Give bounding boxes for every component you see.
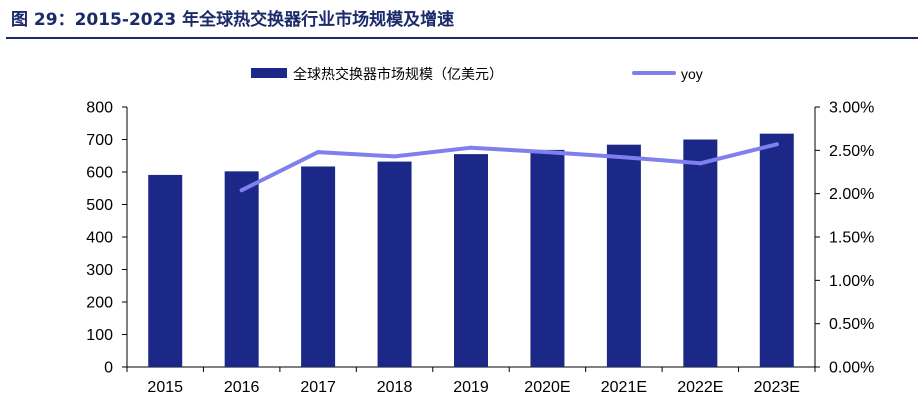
yoy-point-2017 (316, 150, 321, 155)
yoy-series-line (239, 142, 779, 193)
right-axis-tick-label: 0.00% (829, 360, 874, 377)
right-axis-tick-label: 1.50% (829, 230, 874, 247)
legend: 全球热交换器市场规模（亿美元） yoy (251, 66, 703, 82)
x-axis-tick-label: 2020E (524, 379, 570, 396)
left-axis-tick-label: 600 (86, 165, 113, 182)
bar-2015 (148, 174, 183, 367)
x-axis-tick-label: 2019 (453, 379, 489, 396)
bars (148, 133, 794, 367)
right-axis-tick-label: 2.00% (829, 186, 874, 203)
bar-2017 (301, 166, 336, 367)
yoy-point-2020E (545, 150, 550, 155)
left-axis-tick-label: 700 (86, 132, 113, 149)
yoy-point-2022E (698, 161, 703, 166)
yoy-point-2016 (239, 188, 244, 193)
bar-2019 (454, 154, 488, 367)
yoy-point-2019 (469, 145, 473, 150)
left-axis-tick-label: 500 (86, 197, 113, 214)
yoy-point-2021E (621, 155, 626, 160)
x-axis-tick-label: 2022E (677, 379, 723, 396)
title-rule (6, 37, 918, 39)
bar-2016 (224, 171, 259, 367)
bar-2021E (606, 144, 641, 367)
left-axis-tick-label: 100 (86, 327, 113, 344)
x-axis-tick-label: 2016 (224, 379, 260, 396)
right-axis-tick-label: 3.00% (829, 100, 874, 117)
bar-2022E (683, 139, 718, 367)
yoy-point-2023E (774, 142, 779, 147)
figure-title: 图 29：2015-2023 年全球热交换器行业市场规模及增速 (11, 10, 455, 30)
x-axis-tick-label: 2023E (754, 379, 800, 396)
x-axis-tick-label: 2018 (377, 379, 413, 396)
bar-2018 (377, 161, 412, 367)
left-axis-tick-label: 300 (86, 262, 113, 279)
yoy-point-2018 (392, 154, 397, 159)
bar-2020E (530, 149, 565, 367)
legend-bar-label: 全球热交换器市场规模（亿美元） (293, 66, 503, 82)
legend-line-label: yoy (681, 66, 703, 82)
left-axis-tick-label: 400 (86, 230, 113, 247)
left-axis-tick-label: 0 (104, 360, 113, 377)
legend-bar-swatch (251, 68, 287, 78)
right-axis-tick-label: 2.50% (829, 143, 874, 160)
x-axis-tick-label: 2021E (601, 379, 647, 396)
left-axis-tick-label: 200 (86, 295, 113, 312)
bar-2023E (759, 133, 794, 367)
right-axis-tick-label: 1.00% (829, 273, 874, 290)
yoy-line (239, 142, 779, 193)
right-axis-tick-label: 0.50% (829, 316, 874, 333)
left-axis-tick-label: 800 (86, 100, 113, 117)
x-axis-tick-label: 2015 (147, 379, 183, 396)
x-axis-tick-label: 2017 (300, 379, 336, 396)
